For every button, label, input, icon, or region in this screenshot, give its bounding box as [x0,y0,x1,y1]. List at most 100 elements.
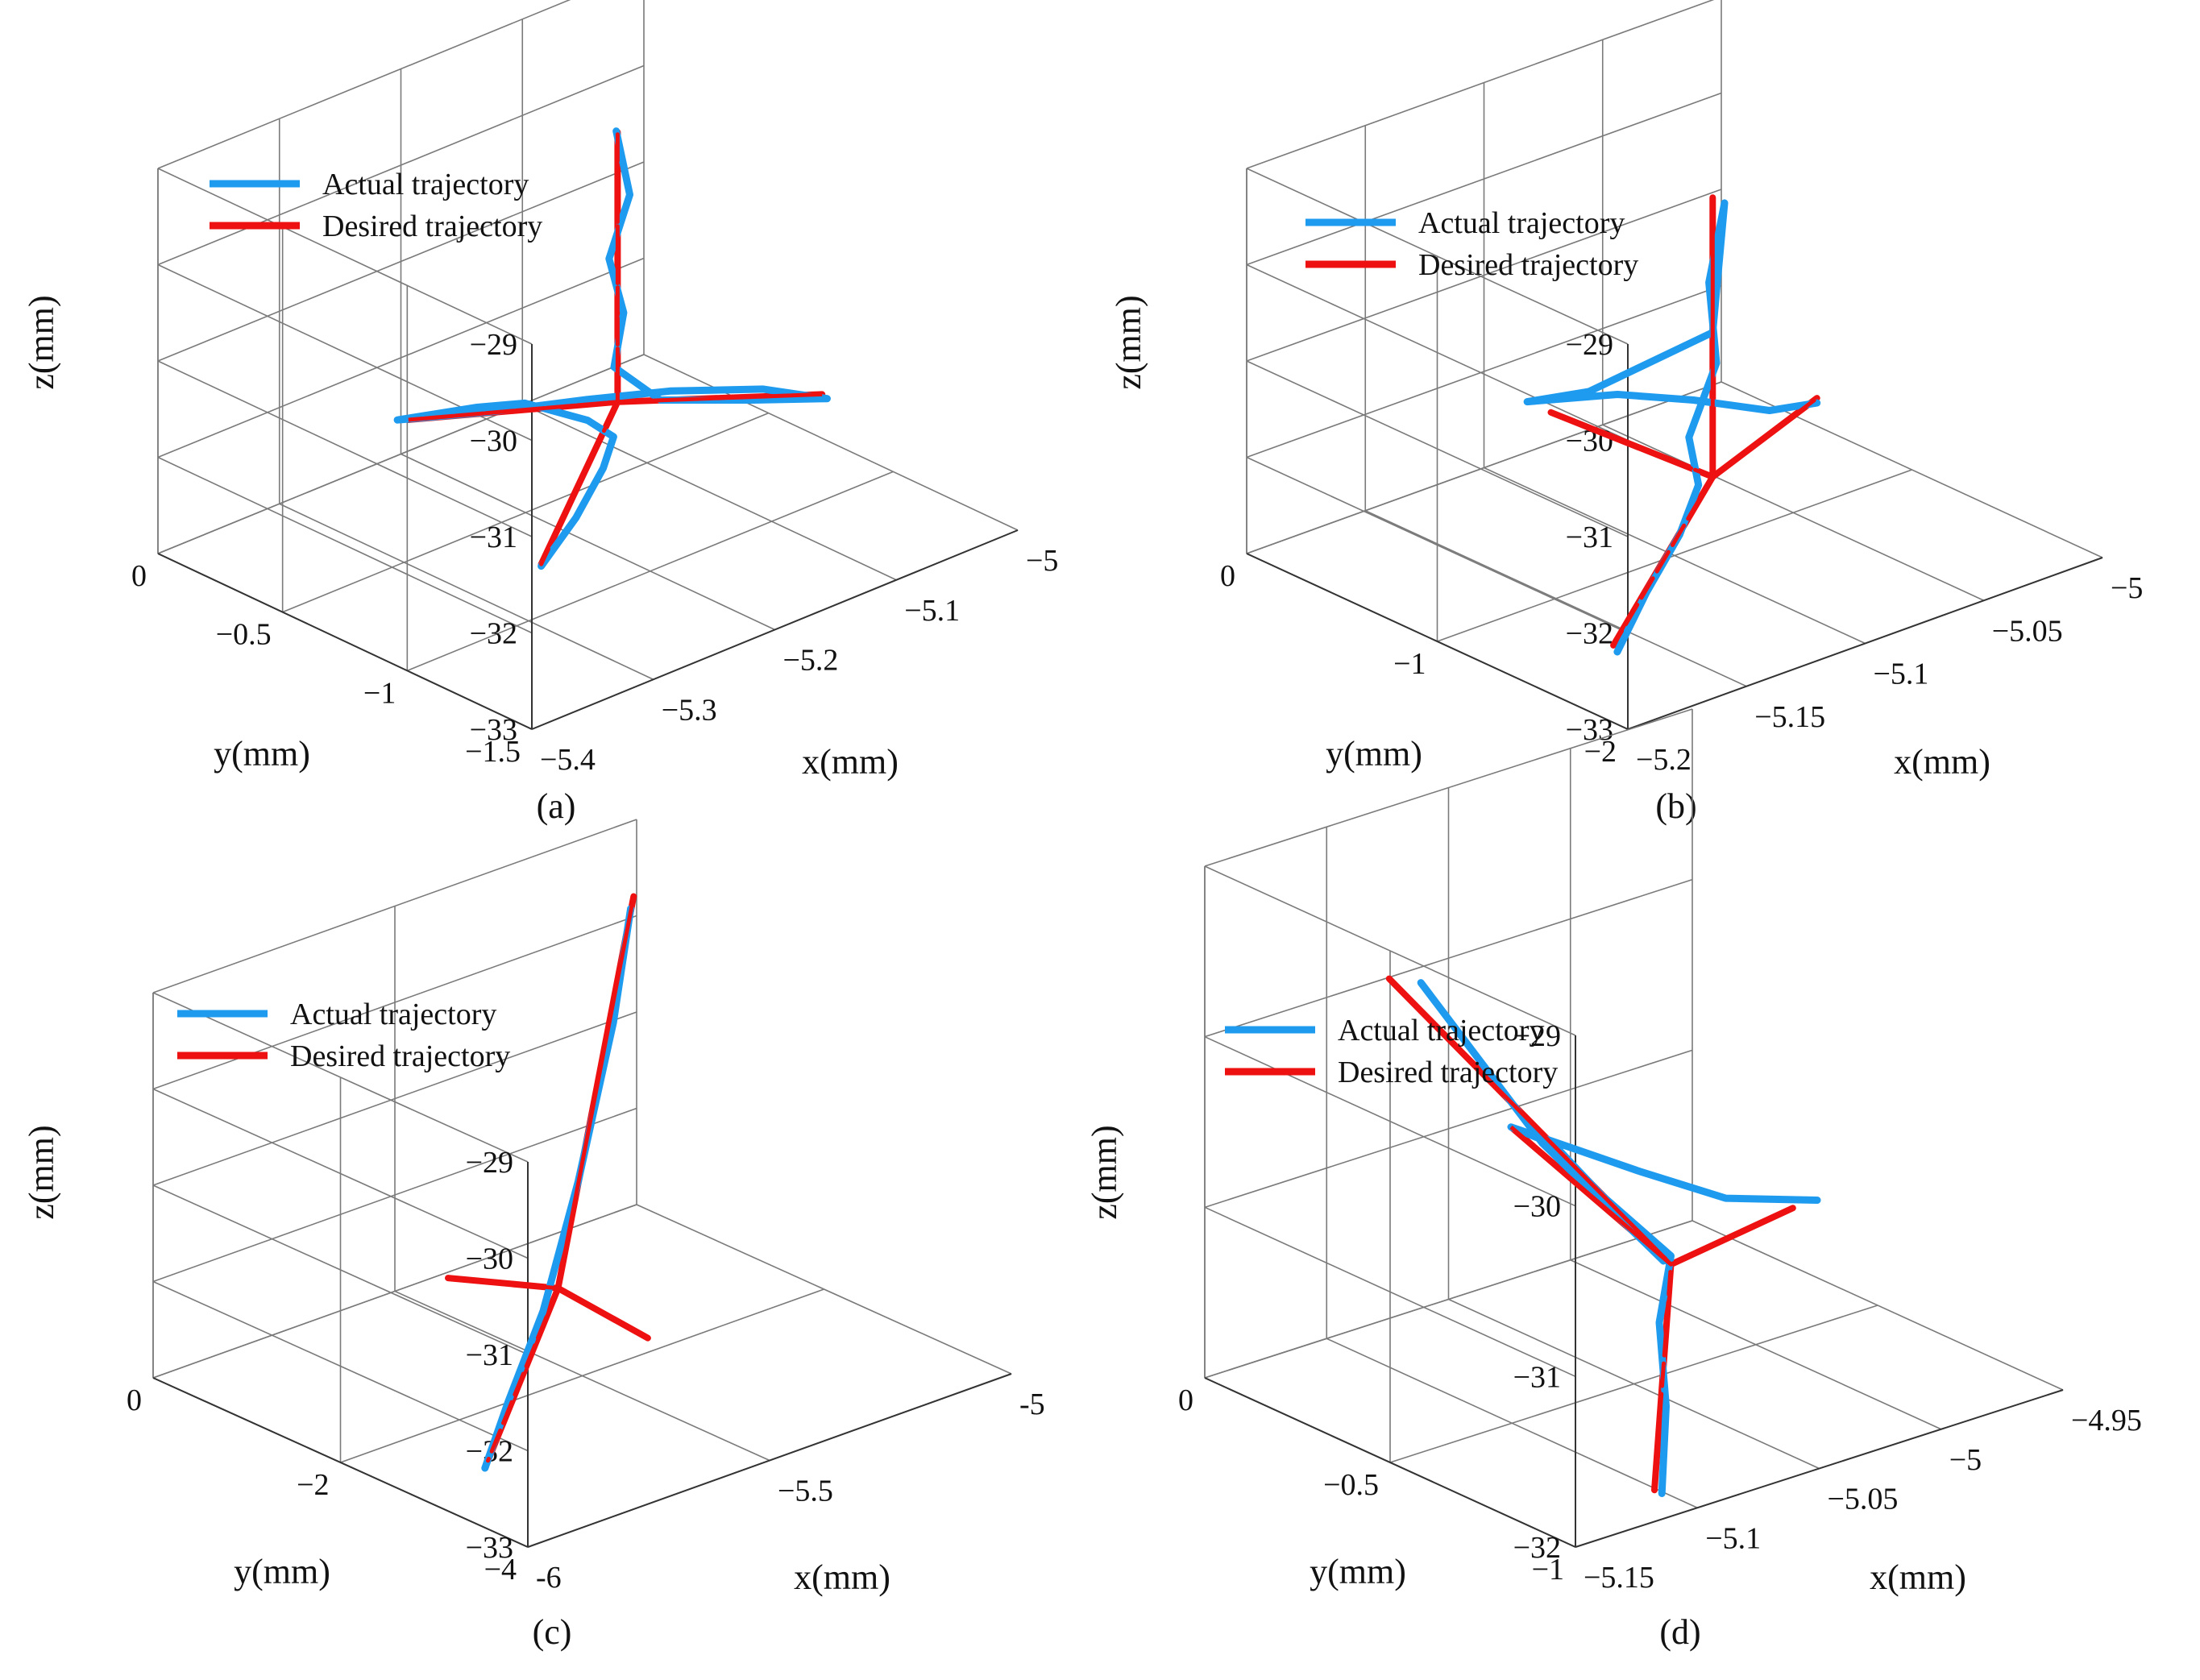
wall-gridline-z2 [1246,456,1629,634]
x-tick-label: −5.2 [783,644,839,678]
y-axis-line [1246,553,1629,730]
x-axis-line [1575,1389,2064,1548]
wall-gridline-z [157,354,645,554]
wall-gridline-z2 [1204,865,1576,1036]
z-tick-label: −31 [1566,521,1613,554]
y-tick-label: −1 [363,676,396,710]
wall-gridline-z [152,915,637,1090]
wall-gridline-z [1204,708,1693,867]
wall-gridline-z [157,257,645,458]
z-tick-label: −31 [1513,1360,1561,1394]
actual-trajectory-line [1417,979,1821,1497]
x-tick-label: −5.4 [540,743,596,777]
wall-gridline-z [157,0,571,169]
legend-label-desired: Desired trajectory [1338,1056,1558,1089]
y-axis-line [1204,1377,1576,1548]
y-axis-label: y(mm) [1326,734,1422,774]
wall-gridline-z [1204,1049,1693,1209]
wall-gridline-z2 [1204,1035,1576,1207]
y-tick-label: 0 [127,1383,142,1417]
x-axis-line [531,529,1019,730]
wall-gridline-z [152,1204,637,1379]
x-tick-label: -5 [1019,1388,1045,1421]
x-tick-label: −5.5 [778,1475,833,1508]
panel-d: −29 −30 −31 −32 0 −0.5 −1 −5.15 −5.1 −5.05 −5 −4.95… [1085,708,2142,1652]
wall-gridline-z [1246,284,1722,458]
wall-gridline-z2 [1246,263,1629,442]
z-tick-label: −32 [1566,617,1613,651]
z-axis-label: z(mm) [1085,1125,1124,1219]
wall-gridline-z [1246,189,1722,362]
floor-gridline-y [282,412,769,613]
wall-gridline-z2 [152,1184,529,1355]
y-tick-label: 0 [1220,559,1235,593]
grid-b [1246,0,2103,730]
ticks-a: −29 −30 −31 −32 −33 0 −0.5 −1 −1.5 −5.4 −5.3 −5.2 −5… [131,328,1058,777]
y-tick-label: −0.5 [216,618,272,652]
z-tick-label: −33 [1566,713,1613,747]
z-tick-label: −29 [1566,328,1613,362]
y-axis-label: y(mm) [214,734,310,774]
wall-gridline-z [1246,92,1722,266]
floor-gridline-x [401,453,775,631]
desired-trajectory-overlay [1388,977,1794,1492]
panel-caption: (d) [1659,1612,1700,1652]
wall-gridline-z [1246,381,1722,554]
z-tick-label: −29 [466,1146,513,1180]
legend-label-actual: Actual trajectory [1418,206,1625,240]
grid-c [152,819,1012,1548]
legend-d: Actual trajectory Desired trajectory [1225,1014,1558,1089]
ticks-d: −29 −30 −31 −32 0 −0.5 −1 −5.15 −5.1 −5.05 −5 −4.95 [1178,1019,2142,1595]
x-tick-label: −4.95 [2071,1404,2142,1437]
legend-label-desired: Desired trajectory [1418,248,1638,282]
x-axis-label: x(mm) [1870,1558,1966,1597]
wall-gridline-z2 [152,1088,529,1259]
z-tick-label: −31 [466,1338,513,1372]
grid-d [1204,708,2064,1548]
legend-label-actual: Actual trajectory [1338,1014,1544,1047]
legend-label-actual: Actual trajectory [290,998,496,1031]
z-tick-label: −32 [1513,1531,1561,1565]
wall-gridline-z2 [1246,360,1629,537]
z-tick-label: −30 [470,425,517,458]
legend-label-actual: Actual trajectory [322,168,529,201]
wall-gridline-z2 [1246,168,1629,345]
floor-gridline-y [340,1288,824,1463]
legend-label-desired: Desired trajectory [290,1039,510,1073]
y-tick-label: −2 [1584,735,1617,769]
z-tick-label: −30 [466,1242,513,1276]
z-axis-label: z(mm) [22,295,61,389]
legend-label-desired: Desired trajectory [322,209,542,243]
wall-gridline-z [157,161,645,362]
y-tick-label: −4 [484,1553,517,1587]
x-tick-label: −5.2 [1636,743,1692,777]
x-axis-label: x(mm) [1894,742,1990,782]
x-tick-label: −5.15 [1754,700,1825,734]
z-tick-label: −30 [1513,1190,1561,1224]
floor-gridline-x [521,404,897,581]
x-axis-label: x(mm) [802,742,899,782]
y-tick-label: 0 [1178,1383,1193,1417]
panel-c: −29−30−31−32−330−2−4 -6−5.5-5z(mm)y(mm) x(… [22,819,1045,1652]
desired-trajectory-overlay [447,896,650,1463]
x-tick-label: −5 [1949,1443,1982,1477]
floor-gridline-x [643,354,1019,531]
z-axis-label: z(mm) [1109,295,1148,389]
x-tick-label: −5.05 [1992,614,2063,648]
actual-trajectory-line [1523,199,1821,656]
x-tick-label: −5.1 [1705,1521,1761,1555]
z-tick-label: −31 [470,521,517,554]
z-axis-label: z(mm) [22,1125,61,1219]
x-tick-label: −5.3 [662,693,717,727]
panel-caption: (a) [537,786,576,826]
z-tick-label: −33 [466,1531,513,1565]
wall-gridline-z2 [157,168,533,345]
z-tick-label: −29 [1513,1019,1561,1053]
floor-gridline-y [1389,1305,1878,1463]
x-tick-label: −5 [1026,544,1058,578]
y-axis-line [152,1377,529,1548]
x-axis-label: x(mm) [794,1558,890,1597]
floor-gridline-x [279,503,654,680]
x-tick-label: −5.1 [904,594,960,628]
